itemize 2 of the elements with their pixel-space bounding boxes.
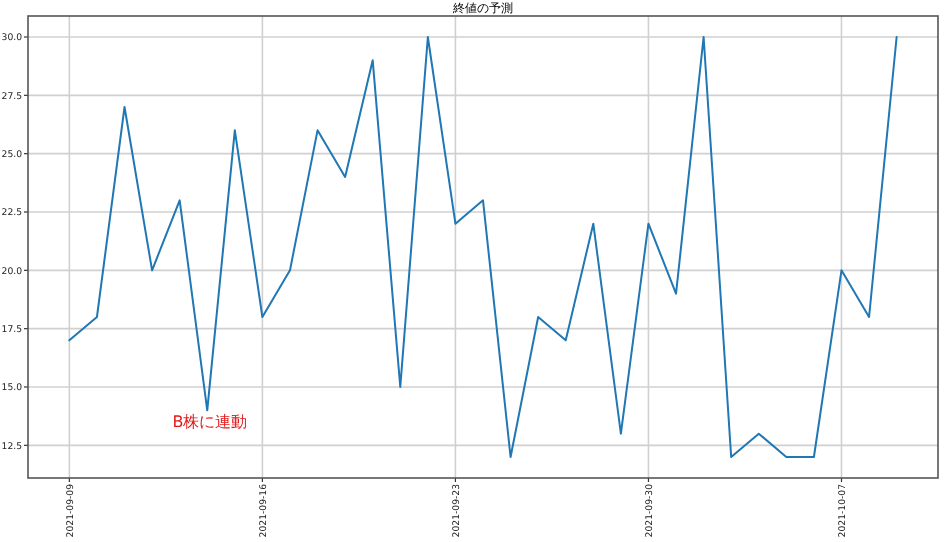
line-series: [68, 36, 898, 458]
annotation: B株に連動: [172, 413, 248, 432]
